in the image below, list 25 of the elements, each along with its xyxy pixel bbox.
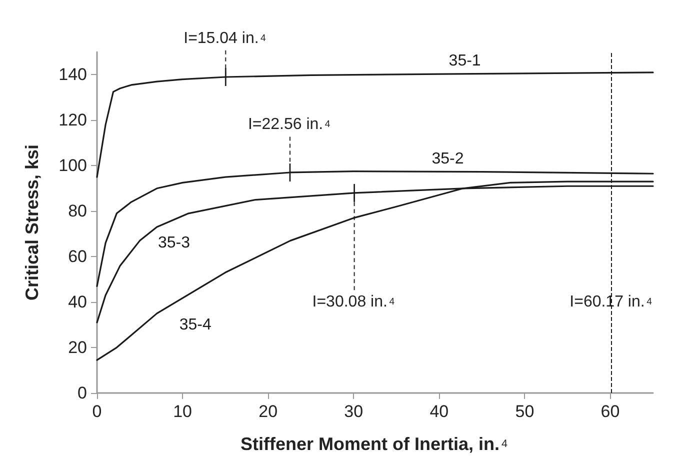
series-label: 35-2 — [432, 150, 464, 168]
y-axis-title: Critical Stress, ksi — [22, 144, 42, 301]
y-tick-label: 80 — [68, 202, 87, 221]
x-tick-label: 20 — [258, 402, 278, 421]
annotation: I=30.08 in.4 — [312, 294, 396, 311]
ref-line-label: I=60.17 in.4 — [570, 294, 653, 311]
y-tick-label: 20 — [68, 338, 87, 358]
annotation: I=15.04 in.4 — [184, 30, 267, 47]
x-tick-label: 30 — [344, 402, 364, 421]
y-tick-label: 60 — [68, 247, 87, 266]
series-label: 35-4 — [179, 316, 212, 334]
x-tick-label: 10 — [173, 402, 192, 421]
y-tick-label: 120 — [58, 110, 87, 130]
y-tick-label: 100 — [58, 156, 87, 176]
x-tick-label: 40 — [430, 402, 449, 421]
y-tick-label: 140 — [58, 65, 87, 84]
y-tick-label: 40 — [68, 292, 87, 312]
series-label: 35-3 — [158, 234, 190, 252]
series-label: 35-1 — [448, 52, 481, 70]
x-tick-label: 50 — [515, 402, 534, 421]
x-tick-label: 60 — [600, 402, 620, 421]
y-tick-label: 0 — [78, 384, 87, 402]
x-axis-title: Stiffener Moment of Inertia, in.4 — [240, 434, 508, 454]
annotation: I=22.56 in.4 — [248, 116, 331, 134]
x-tick-label: 0 — [92, 402, 102, 421]
